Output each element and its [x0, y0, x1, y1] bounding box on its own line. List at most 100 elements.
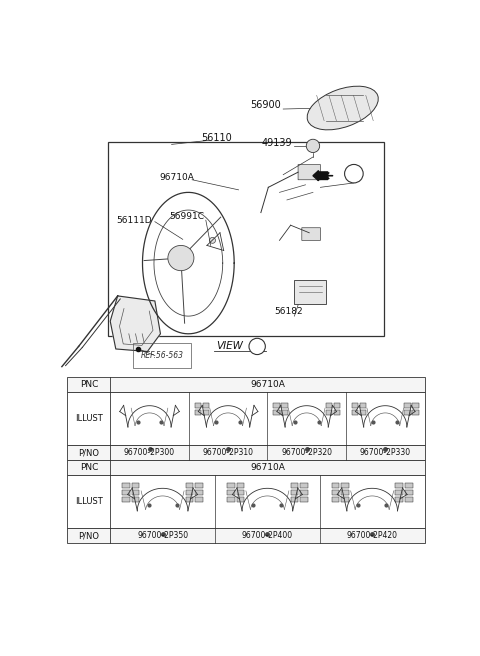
- Text: 96700-2P320: 96700-2P320: [281, 448, 332, 457]
- Text: REF.56-563: REF.56-563: [141, 351, 184, 360]
- FancyBboxPatch shape: [298, 165, 321, 180]
- Bar: [67, 460, 424, 475]
- Bar: [144, 447, 156, 454]
- Bar: [195, 497, 203, 502]
- Bar: [273, 410, 280, 415]
- Text: 96700-2P310: 96700-2P310: [203, 448, 253, 457]
- Text: ILLUST: ILLUST: [75, 414, 103, 423]
- Bar: [122, 490, 130, 495]
- Bar: [261, 531, 275, 540]
- Text: 96700-2P300: 96700-2P300: [124, 448, 175, 457]
- Bar: [67, 528, 424, 543]
- Bar: [122, 497, 130, 502]
- Ellipse shape: [307, 86, 378, 130]
- Bar: [352, 403, 358, 409]
- Bar: [237, 483, 244, 488]
- Bar: [195, 483, 203, 488]
- Bar: [195, 403, 201, 409]
- Text: 56110: 56110: [201, 133, 232, 143]
- Bar: [300, 497, 308, 502]
- Bar: [301, 447, 312, 454]
- Bar: [379, 447, 391, 454]
- Text: A: A: [254, 342, 261, 351]
- FancyArrow shape: [313, 171, 328, 181]
- Bar: [396, 490, 403, 495]
- Text: PNC: PNC: [80, 463, 98, 472]
- Bar: [273, 403, 280, 409]
- Bar: [132, 497, 139, 502]
- Bar: [227, 490, 235, 495]
- Bar: [365, 531, 379, 540]
- Text: P/NO: P/NO: [78, 531, 99, 541]
- Bar: [132, 483, 139, 488]
- Bar: [404, 403, 411, 409]
- Bar: [341, 497, 349, 502]
- Text: VIEW: VIEW: [216, 341, 243, 352]
- Bar: [195, 410, 201, 415]
- Bar: [332, 490, 339, 495]
- Bar: [67, 475, 424, 528]
- FancyBboxPatch shape: [294, 279, 326, 304]
- Bar: [332, 497, 339, 502]
- Bar: [291, 497, 298, 502]
- Circle shape: [249, 338, 265, 354]
- Bar: [281, 403, 288, 409]
- Text: PNC: PNC: [80, 380, 98, 389]
- Bar: [334, 410, 340, 415]
- Bar: [186, 483, 193, 488]
- Bar: [291, 490, 298, 495]
- Text: A: A: [350, 169, 358, 178]
- Bar: [203, 403, 209, 409]
- Bar: [412, 403, 419, 409]
- Text: 96700-2P420: 96700-2P420: [347, 531, 397, 541]
- Bar: [281, 410, 288, 415]
- Bar: [360, 410, 367, 415]
- Bar: [186, 490, 193, 495]
- Bar: [67, 392, 424, 445]
- Bar: [360, 403, 367, 409]
- Bar: [405, 483, 413, 488]
- Text: 96700-2P330: 96700-2P330: [360, 448, 411, 457]
- Text: P/NO: P/NO: [78, 448, 99, 457]
- Text: 96700-2P350: 96700-2P350: [137, 531, 188, 541]
- Text: 96710A: 96710A: [250, 380, 285, 389]
- Ellipse shape: [168, 245, 194, 271]
- Bar: [412, 410, 419, 415]
- Bar: [227, 483, 235, 488]
- Bar: [341, 483, 349, 488]
- Text: 56111D: 56111D: [117, 216, 152, 224]
- Bar: [341, 490, 349, 495]
- Circle shape: [306, 139, 320, 153]
- Bar: [334, 403, 340, 409]
- Bar: [291, 483, 298, 488]
- Polygon shape: [110, 296, 160, 352]
- Text: 96710A: 96710A: [250, 463, 285, 472]
- Bar: [404, 410, 411, 415]
- Bar: [332, 483, 339, 488]
- Text: 49139: 49139: [262, 138, 292, 148]
- Bar: [195, 490, 203, 495]
- Bar: [186, 497, 193, 502]
- Bar: [405, 490, 413, 495]
- Bar: [132, 490, 139, 495]
- Text: 96710A: 96710A: [160, 173, 194, 182]
- Bar: [396, 483, 403, 488]
- Text: ILLUST: ILLUST: [75, 497, 103, 506]
- Bar: [352, 410, 358, 415]
- Bar: [325, 410, 332, 415]
- Bar: [237, 497, 244, 502]
- Bar: [67, 445, 424, 460]
- Text: 96700-2P400: 96700-2P400: [242, 531, 293, 541]
- Bar: [122, 483, 130, 488]
- Bar: [405, 497, 413, 502]
- Circle shape: [210, 237, 216, 243]
- Bar: [156, 531, 169, 540]
- Bar: [108, 142, 384, 337]
- Text: 56900: 56900: [251, 100, 281, 110]
- Text: 56991C: 56991C: [169, 212, 204, 221]
- Bar: [237, 490, 244, 495]
- Bar: [227, 497, 235, 502]
- Bar: [300, 490, 308, 495]
- FancyBboxPatch shape: [302, 228, 321, 240]
- Text: 56182: 56182: [275, 306, 303, 316]
